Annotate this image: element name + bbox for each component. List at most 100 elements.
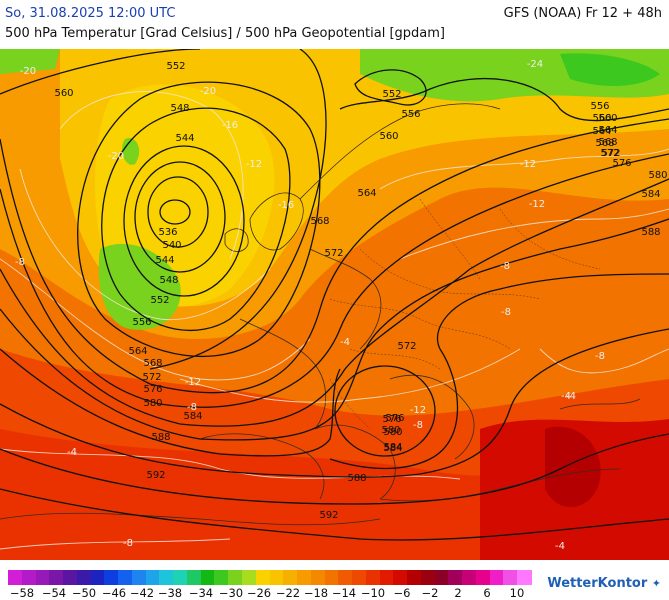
geopotential-label: 584 [641,189,660,200]
temperature-label: -20 [20,66,36,77]
geopotential-label: 588 [641,227,660,238]
geopotential-label: 584 [183,411,202,422]
legend-tick-label: −6 [393,586,411,600]
temperature-label: -8 [500,261,510,272]
color-swatch [159,570,174,585]
geopotential-label: 588 [347,473,366,484]
color-swatch [420,570,436,585]
geopotential-label: 592 [319,510,338,521]
geopotential-label: 556 [132,317,151,328]
temperature-label: -8 [123,538,133,549]
legend-tick-label: 6 [483,586,491,600]
weathervane-icon: ✦ [651,577,661,590]
color-swatch [297,570,312,585]
geopotential-label: 584 [383,443,402,454]
temperature-label: -4 [67,447,77,458]
geopotential-label: 560 [592,113,611,124]
temperature-label: -8 [595,351,605,362]
color-swatch [475,570,491,585]
geopotential-label: 556 [590,101,609,112]
temperature-label: -20 [200,86,216,97]
color-swatch [228,570,243,585]
color-swatch [338,570,353,585]
legend-tick-label: −22 [275,586,301,600]
color-swatch [517,570,532,585]
color-swatch [241,570,257,585]
color-swatch [76,570,92,585]
geopotential-label: 564 [598,125,617,136]
legend-tick-label: −50 [71,586,97,600]
geopotential-label: 580 [381,425,400,436]
color-swatch [434,570,450,585]
legend-tick-label: −46 [101,586,127,600]
geopotential-label: 568 [598,137,617,148]
legend-tick-label: −14 [331,586,357,600]
temperature-label: -12 [529,199,545,210]
geopotential-label: 544 [155,255,174,266]
legend-tick-label: −42 [129,586,155,600]
temperature-label: -4 [566,391,576,402]
temperature-label: -4 [340,337,350,348]
geopotential-label: 580 [648,170,667,181]
cold-pool-small [122,138,140,165]
geopotential-label: 560 [598,113,617,124]
geopotential-label: 544 [175,133,194,144]
legend-tick-label: −10 [360,586,386,600]
geopotential-label: 572 [600,148,619,159]
geopotential-label: 564 [592,126,611,137]
geopotential-label: 560 [379,131,398,142]
geopotential-label: 540 [162,240,181,251]
color-scale-labels: −58 −54 −50 −46 −42 −38 −34 −30 −26 −22 −18 −14 −10−… [0,586,669,600]
logo-text: WetterKontor [547,576,648,591]
legend-tick-label: −54 [41,586,67,600]
geopotential-label: 580 [383,427,402,438]
color-swatch [503,570,518,585]
geopotential-label: 564 [128,346,147,357]
geopotential-label: 548 [170,103,189,114]
color-swatch [8,570,23,585]
geopotential-label: 576 [612,158,631,169]
geopotential-label: 572 [601,148,620,159]
temperature-label: -4 [555,541,565,552]
color-swatch [365,570,381,585]
geopotential-label: 552 [382,89,401,100]
geopotential-label: 572 [324,248,343,259]
chart-subtitle: 500 hPa Temperatur [Grad Celsius] / 500 … [5,26,446,41]
color-swatch [407,570,422,585]
temperature-label: -12 [185,377,201,388]
legend-tick-label: 2 [454,586,462,600]
geopotential-label: 580 [143,398,162,409]
geopotential-label: 552 [166,61,185,72]
temperature-label: -16 [222,120,238,131]
color-swatch [352,570,367,585]
geopotential-label: 536 [158,227,177,238]
legend-tick-label: −18 [303,586,329,600]
color-swatch [324,570,339,585]
color-swatch [283,570,298,585]
geopotential-label: 568 [595,138,614,149]
color-swatch [145,570,160,585]
geopotential-label: 568 [310,216,329,227]
coastlines [0,103,641,526]
color-swatch [173,570,188,585]
temperature-label: -12 [246,159,262,170]
color-swatch [49,570,64,585]
geopotential-label: 576 [143,384,162,395]
color-swatch [255,570,271,585]
geopotential-label: 572 [142,372,161,383]
color-swatch [310,570,326,585]
cold-pool-north-core [560,53,660,86]
temperature-label: -20 [108,151,124,162]
geopotential-label: 552 [150,295,169,306]
color-swatch [118,570,133,585]
run-date: So, 31.08.2025 12:00 UTC [5,6,176,21]
legend-tick-label: 10 [509,586,525,600]
color-swatch [21,570,37,585]
temperature-label: -8 [501,307,511,318]
temperature-label: -12 [410,405,426,416]
geopotential-label: 592 [146,470,165,481]
geopotential-label: 548 [159,275,178,286]
color-scale [8,570,532,585]
color-swatch [269,570,284,585]
color-swatch [393,570,408,585]
